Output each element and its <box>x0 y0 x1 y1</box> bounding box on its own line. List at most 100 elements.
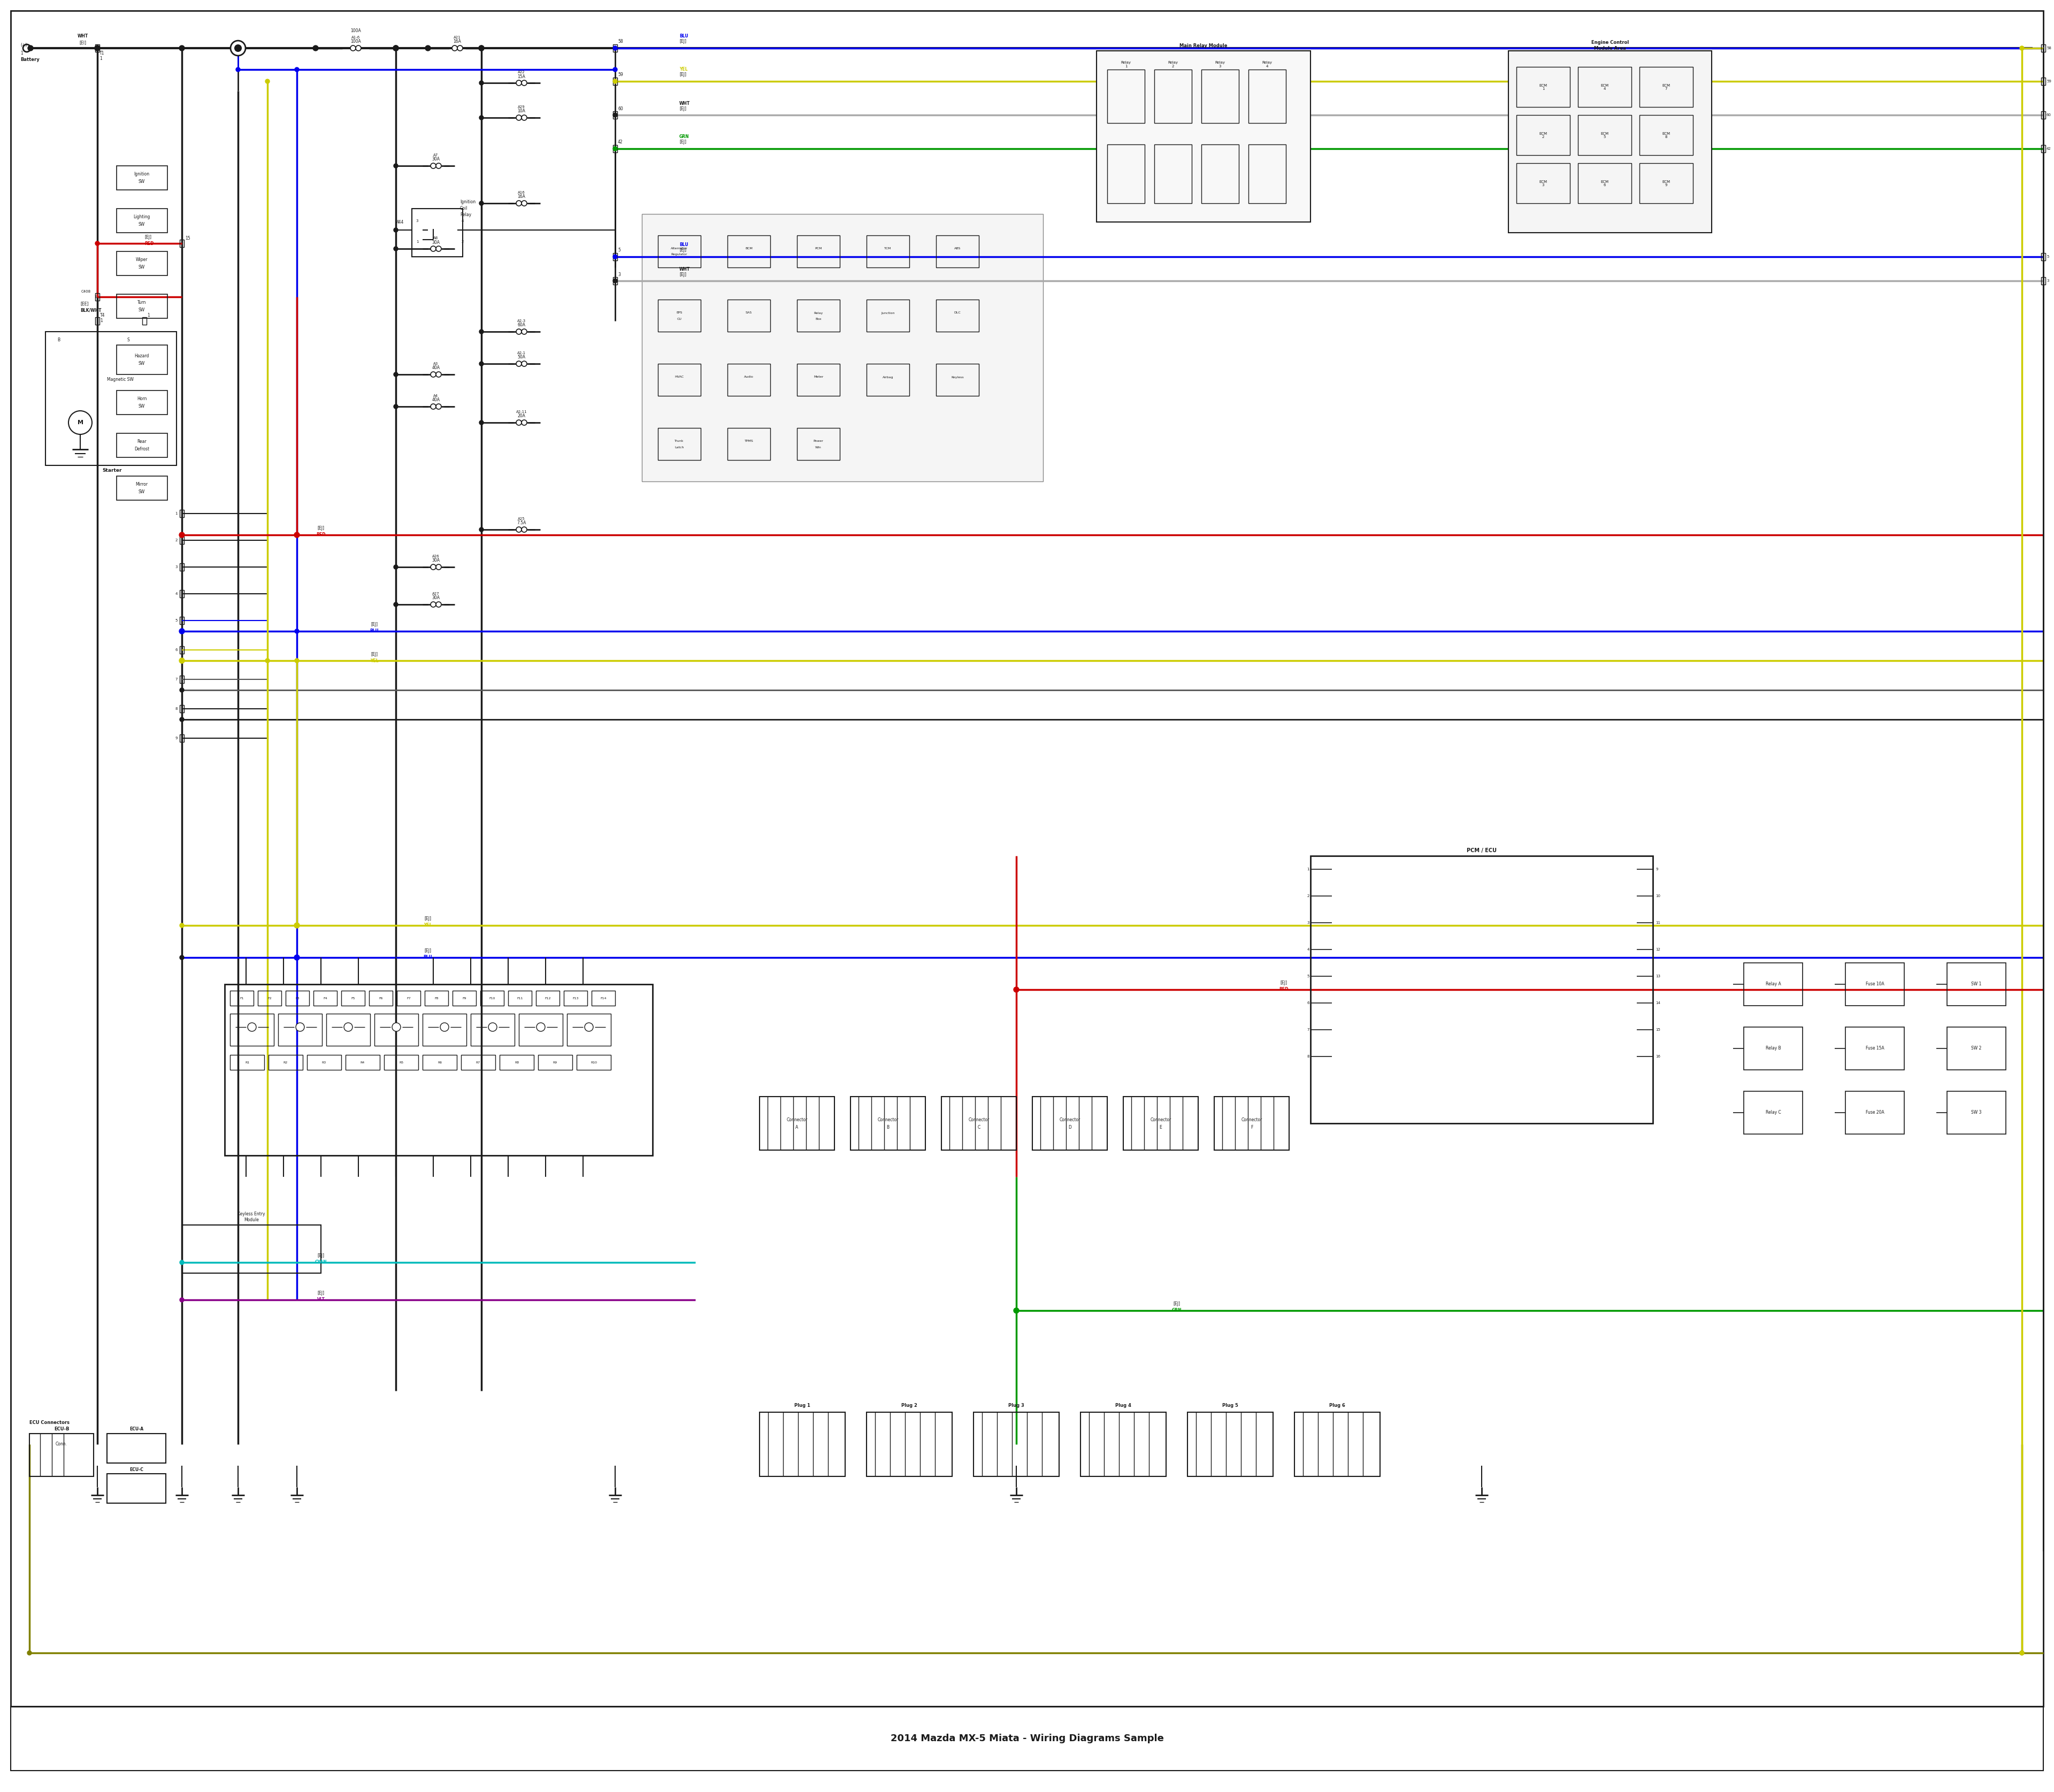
Bar <box>423 1014 466 1047</box>
Text: A27: A27 <box>431 591 440 595</box>
Circle shape <box>479 421 483 425</box>
Bar <box>974 1412 1060 1477</box>
Text: F6: F6 <box>378 996 382 1000</box>
Text: 1: 1 <box>21 52 23 56</box>
Text: [EJ]: [EJ] <box>425 916 431 921</box>
Bar <box>117 208 168 233</box>
Circle shape <box>236 47 240 50</box>
Bar <box>117 167 168 190</box>
Text: SW: SW <box>138 360 146 366</box>
Text: 1: 1 <box>101 319 103 323</box>
Text: 8: 8 <box>1306 1055 1310 1057</box>
Text: RED: RED <box>316 532 327 538</box>
Text: 1: 1 <box>99 56 103 61</box>
Text: R2: R2 <box>283 1061 288 1064</box>
Text: Turn: Turn <box>138 301 146 305</box>
Circle shape <box>181 1297 185 1303</box>
Bar <box>117 391 168 414</box>
Text: 15: 15 <box>1656 1029 1660 1032</box>
Text: VLT: VLT <box>316 1297 325 1303</box>
Text: 15: 15 <box>185 235 191 240</box>
Bar <box>181 676 185 683</box>
Circle shape <box>516 81 522 86</box>
Text: 59: 59 <box>618 72 622 77</box>
Text: ECU-A: ECU-A <box>129 1426 144 1432</box>
Bar <box>499 1055 534 1070</box>
Text: F2: F2 <box>267 996 271 1000</box>
Bar <box>867 235 910 267</box>
Bar <box>1639 115 1692 156</box>
Text: 3: 3 <box>417 219 419 222</box>
Text: Magnetic SW: Magnetic SW <box>107 378 134 382</box>
Bar <box>1744 1027 1803 1070</box>
Text: 6: 6 <box>175 649 177 652</box>
Circle shape <box>294 955 300 961</box>
Text: F14: F14 <box>600 996 606 1000</box>
Circle shape <box>265 79 269 84</box>
Text: T4: T4 <box>101 314 105 317</box>
Text: 8: 8 <box>175 708 177 710</box>
Text: A22: A22 <box>518 70 526 73</box>
Bar <box>306 1055 341 1070</box>
Text: ECM
7: ECM 7 <box>1662 84 1670 91</box>
Circle shape <box>522 81 528 86</box>
Circle shape <box>294 68 300 72</box>
Text: 16: 16 <box>1656 1055 1660 1057</box>
Text: R3: R3 <box>322 1061 327 1064</box>
Text: 5: 5 <box>175 618 177 622</box>
Text: BLU: BLU <box>423 955 431 961</box>
Text: A2-1: A2-1 <box>518 351 526 355</box>
Circle shape <box>516 360 522 366</box>
Text: 10A: 10A <box>518 109 526 113</box>
Bar <box>327 1014 370 1047</box>
Text: A25: A25 <box>518 518 526 520</box>
Text: Audio: Audio <box>744 376 754 378</box>
Text: R1: R1 <box>244 1061 249 1064</box>
Circle shape <box>435 564 442 570</box>
Bar <box>1202 70 1239 124</box>
Text: CU: CU <box>678 317 682 321</box>
Bar <box>396 991 421 1005</box>
Bar <box>1202 145 1239 202</box>
Text: Junction: Junction <box>881 312 896 314</box>
Text: 11: 11 <box>1656 921 1660 925</box>
Text: Engine Control
Module Area: Engine Control Module Area <box>1592 39 1629 50</box>
Circle shape <box>479 330 483 333</box>
Text: TCM: TCM <box>885 247 891 251</box>
Text: DLC: DLC <box>953 312 961 314</box>
Bar <box>452 991 477 1005</box>
Text: Plug 5: Plug 5 <box>1222 1403 1239 1409</box>
Bar <box>1154 145 1191 202</box>
Bar <box>29 1434 94 1477</box>
Bar <box>142 317 146 324</box>
Bar <box>230 1055 265 1070</box>
Text: 59: 59 <box>2046 79 2052 82</box>
Bar <box>181 536 185 545</box>
Text: 10: 10 <box>1656 894 1660 898</box>
Bar <box>1187 1412 1273 1477</box>
Text: A2-11: A2-11 <box>516 410 528 414</box>
Text: [EI]: [EI] <box>80 41 86 45</box>
Circle shape <box>296 1023 304 1032</box>
Text: EPS: EPS <box>676 312 682 314</box>
Circle shape <box>394 373 398 376</box>
Bar <box>2042 111 2046 118</box>
Text: ECM
1: ECM 1 <box>1538 84 1547 91</box>
Circle shape <box>435 602 442 607</box>
Text: 4: 4 <box>175 591 177 595</box>
Circle shape <box>431 246 435 251</box>
Circle shape <box>294 955 300 961</box>
Text: 100A: 100A <box>351 29 362 34</box>
Bar <box>1947 1027 2007 1070</box>
Bar <box>1080 1412 1167 1477</box>
Text: YEL: YEL <box>680 66 688 72</box>
Text: YEL: YEL <box>370 658 378 663</box>
Bar <box>797 428 840 461</box>
Text: 100A: 100A <box>351 39 362 45</box>
Text: YEL: YEL <box>423 923 431 928</box>
Text: GRN: GRN <box>680 134 690 140</box>
Bar <box>1107 70 1144 124</box>
Text: Plug 6: Plug 6 <box>1329 1403 1345 1409</box>
Bar <box>612 253 618 260</box>
Circle shape <box>431 602 435 607</box>
